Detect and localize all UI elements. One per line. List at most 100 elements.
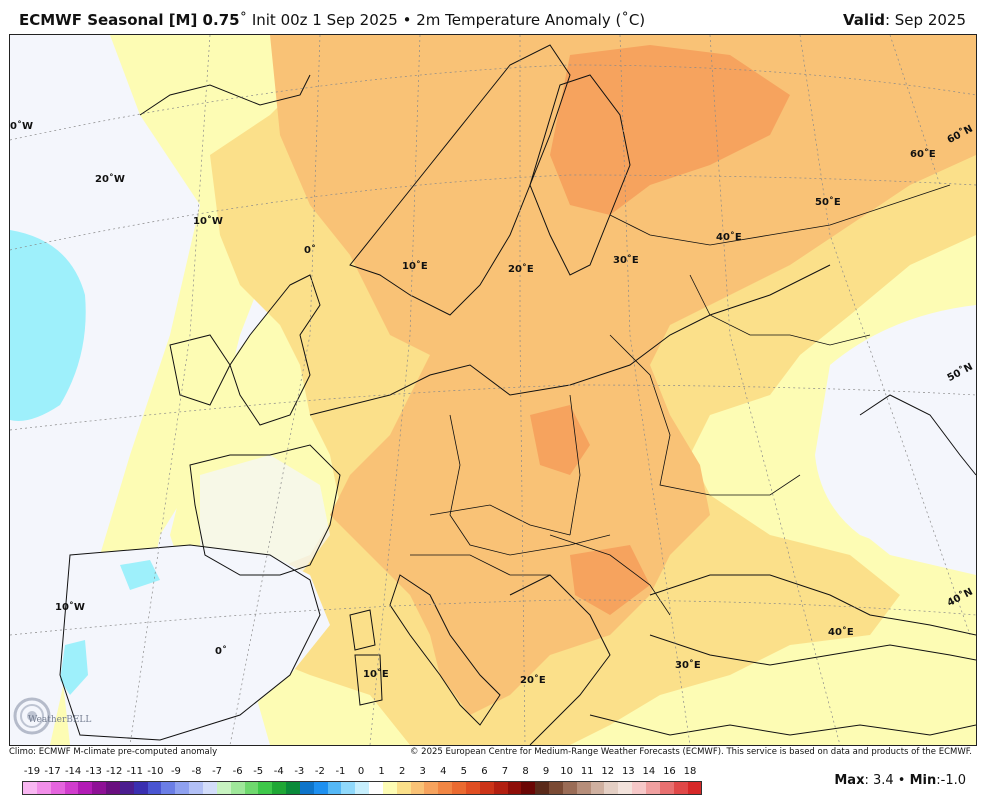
sardinia-coast bbox=[354, 654, 383, 706]
label-lon-40e-bottom: 40˚E bbox=[828, 626, 854, 638]
legend-colorbar bbox=[22, 781, 702, 795]
anomaly-zone-0-1-france bbox=[200, 455, 330, 580]
legend-tick-label: 18 bbox=[683, 766, 697, 777]
legend-ticks: -19 -17 -14 -13 -12 -11 -10 -9 -8 -7 -6 -5 -4 -3 -2 -1 0… bbox=[22, 766, 702, 780]
caspian-coast bbox=[859, 394, 976, 476]
legend-tick-label: 14 bbox=[642, 766, 656, 777]
legend-tick-label: -14 bbox=[64, 766, 82, 777]
border-czech-slovakia bbox=[429, 504, 571, 536]
legend-tick-label: -19 bbox=[23, 766, 41, 777]
legend-tick-label: -3 bbox=[294, 766, 305, 777]
legend-swatch bbox=[286, 782, 300, 794]
legend-swatch bbox=[258, 782, 273, 794]
meridian-10e bbox=[369, 35, 421, 745]
legend-tick-label: 1 bbox=[378, 766, 385, 777]
label-lon-10w-bottom: 10˚W bbox=[55, 601, 85, 613]
parallel-70n bbox=[10, 64, 976, 141]
meridian-40e bbox=[709, 35, 841, 745]
min-value: :-1.0 bbox=[936, 773, 966, 788]
legend-tick-label: -13 bbox=[85, 766, 102, 777]
legend-swatch bbox=[687, 782, 702, 794]
valid-value: : Sep 2025 bbox=[884, 11, 966, 29]
legend-swatch bbox=[272, 782, 287, 794]
legend-swatch bbox=[147, 782, 162, 794]
valid-label: Valid bbox=[843, 11, 885, 29]
border-germany-poland bbox=[449, 414, 611, 556]
legend-swatch bbox=[562, 782, 577, 794]
legend-swatch bbox=[659, 782, 674, 794]
legend-swatch bbox=[341, 782, 356, 794]
finland-border bbox=[529, 74, 631, 276]
anomaly-zone-4-5-poland bbox=[530, 405, 590, 475]
max-min-summary: Max: 3.4 • Min:-1.0 bbox=[834, 773, 966, 788]
label-lon-20w: 20˚W bbox=[95, 173, 125, 185]
black-sea-north bbox=[649, 574, 976, 636]
legend-tick-label: -8 bbox=[191, 766, 202, 777]
label-lon-0w: 0˚W bbox=[10, 120, 33, 132]
legend-tick-label: -6 bbox=[232, 766, 243, 777]
parallel-40n bbox=[10, 599, 976, 636]
baltic-coast bbox=[309, 264, 831, 416]
coastlines bbox=[59, 44, 976, 745]
legend-swatch bbox=[106, 782, 120, 794]
legend-tick-label: 6 bbox=[481, 766, 488, 777]
britain-coast bbox=[229, 274, 321, 426]
legend-tick-label: -5 bbox=[253, 766, 264, 777]
legend-swatch bbox=[202, 782, 217, 794]
legend-tick-label: -2 bbox=[314, 766, 325, 777]
legend-swatch bbox=[590, 782, 605, 794]
anomaly-zone-4-5-russia bbox=[550, 45, 790, 215]
legend-tick-label: 10 bbox=[560, 766, 573, 777]
legend-swatch bbox=[313, 782, 328, 794]
anomaly-zone-3-4 bbox=[270, 35, 976, 715]
legend-tick-label: -11 bbox=[126, 766, 143, 777]
corsica-coast bbox=[349, 609, 376, 651]
anomaly-zone-4-5-romania bbox=[570, 545, 650, 615]
legend-tick-label: -9 bbox=[170, 766, 181, 777]
border-russia-north bbox=[609, 184, 951, 246]
legend-swatch bbox=[382, 782, 397, 794]
legend-swatch bbox=[299, 782, 314, 794]
label-lon-0-bottom: 0˚ bbox=[215, 645, 227, 657]
map-title: ECMWF Seasonal [M] 0.75˚ Init 00z 1 Sep … bbox=[19, 11, 645, 29]
legend-swatch bbox=[466, 782, 480, 794]
climo-note: Climo: ECMWF M-climate pre-computed anom… bbox=[9, 747, 218, 757]
legend-swatch bbox=[92, 782, 107, 794]
legend-tick-label: -4 bbox=[273, 766, 284, 777]
legend-swatch bbox=[230, 782, 245, 794]
color-legend: -19 -17 -14 -13 -12 -11 -10 -9 -8 -7 -6 -5 -4 -3 -2 -1 0… bbox=[22, 766, 702, 796]
legend-tick-label: 9 bbox=[542, 766, 550, 777]
legend-swatch bbox=[50, 782, 65, 794]
legend-swatch bbox=[64, 782, 79, 794]
legend-swatch bbox=[645, 782, 660, 794]
anomaly-zone-0-1-iberia bbox=[60, 545, 330, 745]
legend-swatch bbox=[521, 782, 536, 794]
border-romania bbox=[549, 534, 671, 616]
legend-tick-label: 12 bbox=[601, 766, 615, 777]
legend-swatch bbox=[479, 782, 494, 794]
border-russia-oblasts bbox=[689, 274, 871, 346]
legend-swatch bbox=[189, 782, 203, 794]
anomaly-map[interactable]: 0˚W 20˚W 10˚W 0˚ 10˚E 20˚E 30˚E 40˚E 50˚… bbox=[9, 34, 977, 746]
legend-swatch bbox=[119, 782, 134, 794]
legend-swatch bbox=[175, 782, 190, 794]
legend-swatch bbox=[438, 782, 453, 794]
legend-swatch bbox=[673, 782, 688, 794]
label-lon-10e: 10˚E bbox=[402, 260, 428, 272]
legend-swatch bbox=[632, 782, 646, 794]
legend-swatch bbox=[452, 782, 466, 794]
border-austria-hungary bbox=[410, 554, 550, 576]
label-lon-50e: 50˚E bbox=[815, 196, 841, 208]
anomaly-zone-0-1-east bbox=[815, 305, 976, 555]
legend-swatch bbox=[369, 782, 383, 794]
map-canvas: 0˚W 20˚W 10˚W 0˚ 10˚E 20˚E 30˚E 40˚E 50˚… bbox=[10, 35, 976, 745]
turkey-coast bbox=[589, 714, 976, 736]
ireland-coast bbox=[169, 334, 231, 406]
legend-swatch bbox=[424, 782, 439, 794]
anomaly-zone-cold-iberia bbox=[120, 560, 160, 590]
header: ECMWF Seasonal [M] 0.75˚ Init 00z 1 Sep … bbox=[0, 0, 984, 34]
legend-tick-label: 3 bbox=[419, 766, 426, 777]
legend-swatch bbox=[535, 782, 550, 794]
legend-tick-label: -7 bbox=[212, 766, 223, 777]
legend-swatch bbox=[133, 782, 148, 794]
